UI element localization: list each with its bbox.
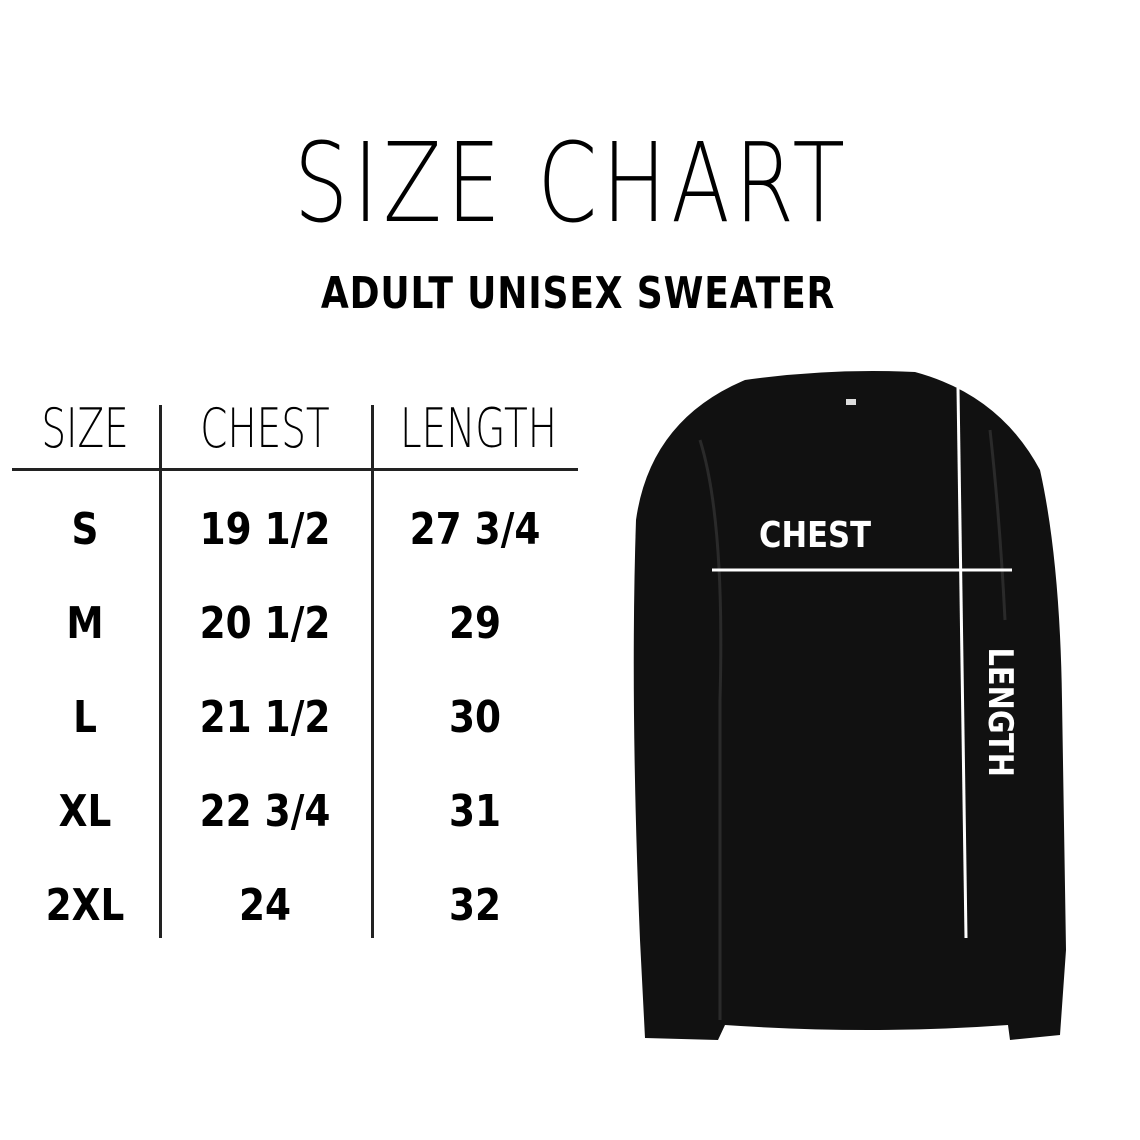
size-cell: 2XL [45, 880, 125, 931]
header-length: LENGTH [400, 397, 558, 460]
collar-tag [846, 399, 856, 405]
header-chest: CHEST [200, 397, 330, 460]
size-cell: L [73, 692, 97, 743]
length-cell: 27 3/4 [409, 504, 541, 555]
header-divider [12, 468, 578, 471]
chest-cell: 20 1/2 [199, 598, 331, 649]
size-cell: S [71, 504, 99, 555]
sleeve-seam [698, 429, 1007, 1020]
length-cell: 32 [448, 880, 502, 931]
length-label: LENGTH [980, 647, 1020, 777]
sweater-image [633, 371, 1066, 1040]
length-cell: 31 [448, 786, 502, 837]
length-cell: 30 [448, 692, 502, 743]
column-divider [371, 405, 374, 938]
page-title: SIZE CHART [293, 119, 850, 247]
header-size: SIZE [41, 397, 129, 460]
column-divider [159, 405, 162, 938]
chest-cell: 21 1/2 [199, 692, 331, 743]
size-cell: XL [58, 786, 112, 837]
length-measure-line [956, 387, 968, 939]
chest-cell: 22 3/4 [199, 786, 331, 837]
page-subtitle: ADULT UNISEX SWEATER [320, 268, 836, 319]
chest-label: CHEST [759, 515, 871, 556]
size-cell: M [66, 598, 104, 649]
chest-cell: 24 [238, 880, 292, 931]
length-cell: 29 [448, 598, 502, 649]
chest-cell: 19 1/2 [199, 504, 331, 555]
